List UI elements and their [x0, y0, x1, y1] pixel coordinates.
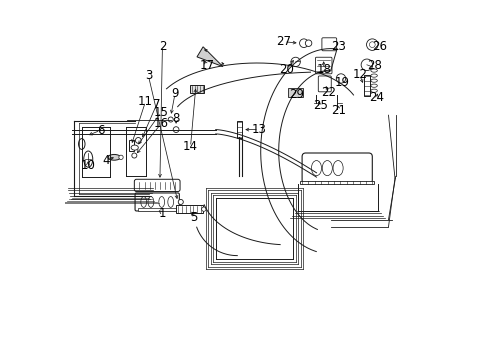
Bar [300, 181, 373, 184]
Circle shape [132, 153, 137, 158]
Ellipse shape [108, 154, 120, 160]
Text: 7: 7 [153, 98, 160, 111]
Text: 29: 29 [288, 88, 303, 101]
Text: 4: 4 [102, 154, 109, 167]
Circle shape [173, 127, 179, 132]
Circle shape [135, 138, 141, 143]
Text: 28: 28 [366, 59, 381, 72]
Ellipse shape [131, 145, 138, 150]
FancyBboxPatch shape [134, 179, 180, 192]
Text: 1: 1 [158, 207, 166, 220]
Text: 12: 12 [351, 68, 366, 81]
Bar [363, 75, 370, 96]
Bar [190, 85, 204, 93]
FancyBboxPatch shape [318, 76, 330, 92]
Circle shape [178, 199, 183, 204]
Bar [176, 205, 203, 213]
Text: 20: 20 [279, 63, 294, 76]
Ellipse shape [311, 161, 321, 176]
Bar [236, 121, 242, 138]
Text: 19: 19 [333, 76, 348, 89]
Circle shape [299, 39, 307, 48]
Circle shape [168, 117, 173, 122]
Text: 15: 15 [153, 106, 168, 119]
Text: 24: 24 [369, 91, 384, 104]
Ellipse shape [83, 151, 93, 167]
Text: 18: 18 [316, 63, 330, 76]
Text: 10: 10 [81, 159, 95, 172]
Text: 9: 9 [171, 87, 179, 100]
FancyBboxPatch shape [135, 193, 179, 211]
Text: 13: 13 [251, 123, 266, 136]
Circle shape [336, 74, 345, 83]
Text: 5: 5 [190, 211, 197, 224]
Text: 2: 2 [158, 40, 166, 53]
Circle shape [119, 155, 123, 159]
Text: 6: 6 [97, 124, 104, 137]
Bar [288, 88, 302, 97]
Bar [128, 140, 133, 151]
Text: 11: 11 [138, 95, 153, 108]
Bar [138, 208, 176, 211]
Text: 27: 27 [276, 35, 291, 48]
Ellipse shape [167, 197, 173, 207]
Circle shape [361, 59, 372, 71]
Text: 16: 16 [153, 117, 168, 130]
FancyBboxPatch shape [302, 153, 371, 184]
FancyBboxPatch shape [321, 38, 336, 51]
Circle shape [366, 39, 377, 50]
Circle shape [290, 57, 300, 67]
Text: 26: 26 [371, 40, 386, 53]
Text: 22: 22 [321, 86, 336, 99]
Ellipse shape [141, 197, 146, 207]
FancyBboxPatch shape [315, 57, 331, 74]
Circle shape [201, 207, 205, 211]
Text: 21: 21 [331, 104, 346, 117]
Circle shape [305, 40, 311, 46]
Ellipse shape [159, 197, 164, 207]
Text: 3: 3 [144, 69, 152, 82]
Ellipse shape [322, 161, 332, 176]
Text: 14: 14 [183, 140, 198, 153]
Text: 25: 25 [312, 99, 327, 112]
Text: 23: 23 [331, 40, 346, 53]
Text: 8: 8 [172, 112, 180, 125]
Polygon shape [197, 47, 223, 67]
Ellipse shape [148, 197, 153, 207]
Text: 17: 17 [199, 59, 214, 72]
Ellipse shape [332, 161, 343, 176]
Circle shape [368, 42, 374, 48]
Ellipse shape [79, 139, 85, 149]
